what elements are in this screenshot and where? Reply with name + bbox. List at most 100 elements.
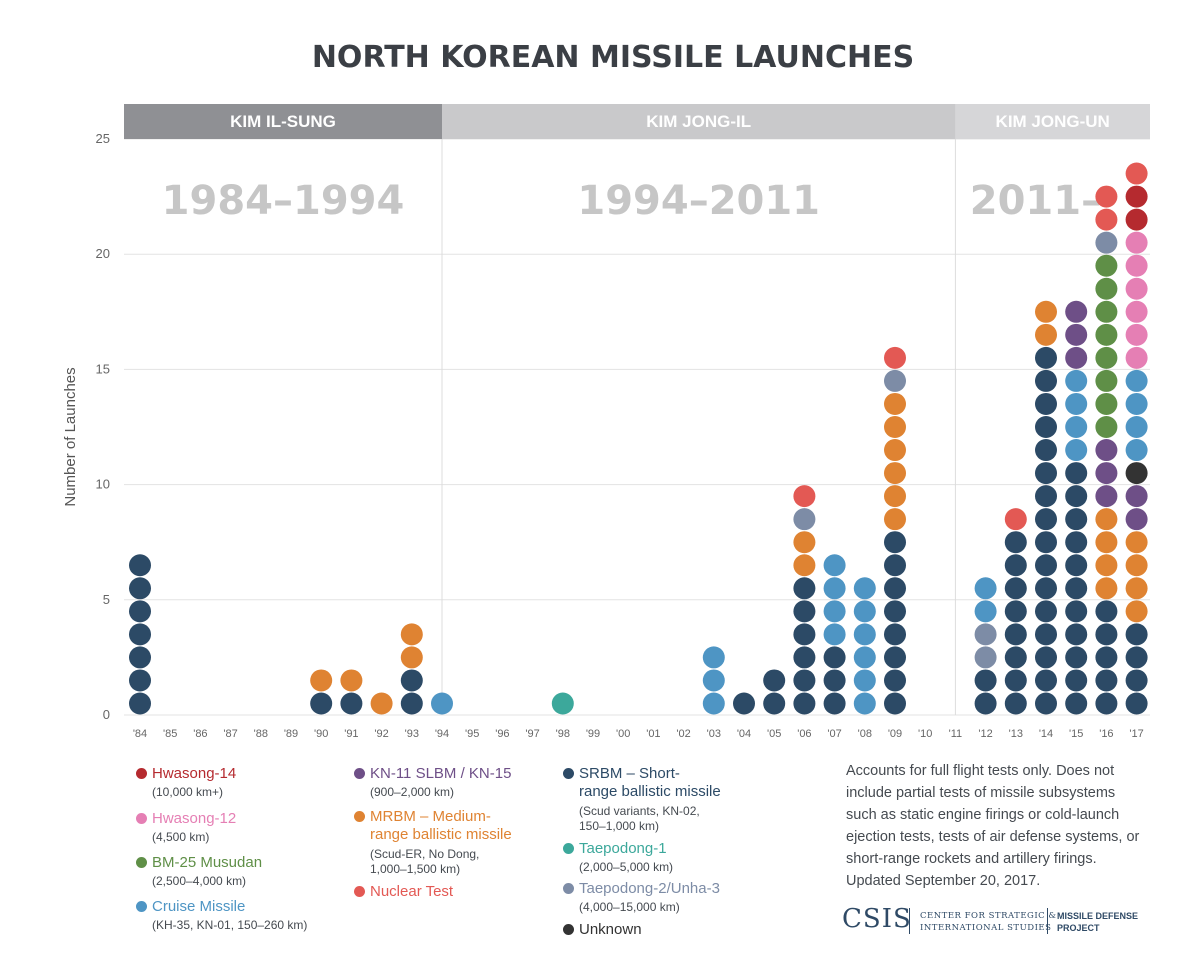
x-tick-label: '05	[767, 728, 781, 740]
era-years-label: 2011–	[970, 178, 1101, 224]
launch-dot-cruise	[823, 554, 846, 577]
era-years-label: 1994–2011	[577, 178, 820, 224]
launch-dot-cruise	[1065, 439, 1088, 462]
legend-range: (10,000 km+)	[152, 785, 224, 799]
launch-dot-nuclear	[793, 485, 816, 508]
launch-dot-srbm	[1035, 439, 1057, 462]
launch-dot-srbm	[1095, 646, 1118, 669]
legend-label: Hwasong-12	[152, 810, 237, 827]
launch-dot-mrbm	[1095, 508, 1118, 531]
launch-dot-srbm	[1065, 692, 1088, 715]
y-tick-label: 5	[103, 592, 110, 607]
era-leader-label: KIM JONG-UN	[996, 112, 1110, 131]
launch-dot-srbm	[129, 692, 151, 715]
launch-dot-kn11	[1065, 346, 1088, 369]
launch-dot-cruise	[853, 600, 876, 623]
launch-dot-mrbm	[370, 692, 393, 715]
launch-dot-hwasong12	[1125, 254, 1148, 277]
x-tick-label: '07	[827, 728, 841, 740]
x-tick-label: '91	[344, 728, 358, 740]
legend-range: (4,500 km)	[152, 830, 210, 844]
legend-label: BM-25 Musudan	[152, 854, 263, 871]
launch-dot-cruise	[702, 646, 725, 669]
launch-dot-cruise	[823, 600, 846, 623]
legend-label: MRBM – Medium-	[370, 808, 491, 825]
launch-dot-nuclear	[1095, 185, 1118, 208]
launch-dot-nuclear	[1004, 508, 1027, 531]
legend-range: (Scud variants, KN-02,	[579, 804, 700, 818]
launch-dot-mrbm	[400, 623, 423, 646]
launch-dot-hwasong12	[1125, 346, 1148, 369]
logo-divider	[909, 908, 910, 934]
launch-dot-srbm	[129, 577, 151, 600]
launch-dot-srbm	[884, 577, 906, 600]
launch-dot-hwasong14	[1125, 208, 1148, 231]
launch-dot-srbm	[763, 692, 786, 715]
launch-dot-srbm	[1035, 508, 1057, 531]
launch-dot-mrbm	[1035, 300, 1057, 323]
launch-dot-srbm	[129, 669, 151, 692]
launch-dot-srbm	[1004, 646, 1027, 669]
x-tick-label: '97	[525, 728, 539, 740]
legend-label: KN-11 SLBM / KN-15	[370, 765, 512, 782]
launch-dot-srbm	[340, 692, 363, 715]
launch-dot-srbm	[1035, 554, 1057, 577]
era-band	[955, 104, 1150, 139]
launch-dot-mrbm	[884, 508, 906, 531]
launch-dot-srbm	[1125, 669, 1148, 692]
launch-dot-srbm	[793, 692, 816, 715]
launch-dot-mrbm	[340, 669, 363, 692]
launch-dot-musudan	[1095, 346, 1118, 369]
launch-dot-srbm	[1004, 600, 1027, 623]
launch-dot-cruise	[853, 646, 876, 669]
launch-dot-srbm	[1065, 508, 1088, 531]
launch-dot-cruise	[1065, 369, 1088, 392]
launch-dot-srbm	[1095, 600, 1118, 623]
legend-label: SRBM – Short-	[579, 765, 680, 782]
launch-dot-srbm	[1065, 646, 1088, 669]
launch-dot-cruise	[1125, 416, 1148, 438]
era-band	[124, 104, 442, 139]
launch-dot-srbm	[1035, 692, 1057, 715]
launch-dot-srbm	[129, 554, 151, 577]
launch-dot-cruise	[853, 623, 876, 646]
launch-dot-srbm	[1065, 669, 1088, 692]
launch-dot-srbm	[884, 554, 906, 577]
legend-label: Hwasong-14	[152, 765, 237, 782]
x-tick-label: '12	[978, 728, 992, 740]
logo-divider	[1047, 908, 1048, 934]
launch-dot-srbm	[1035, 623, 1057, 646]
launch-dot-taepodong2	[793, 508, 816, 531]
x-tick-label: '88	[254, 728, 268, 740]
launch-dot-taepodong2	[884, 369, 906, 392]
era-leader-label: KIM JONG-IL	[646, 112, 751, 131]
launch-dot-srbm	[400, 669, 423, 692]
legend-range: 150–1,000 km)	[579, 819, 660, 833]
logo-wordmark: CSIS	[842, 904, 912, 934]
x-tick-label: '84	[133, 728, 147, 740]
launch-dot-taepodong1	[551, 692, 574, 715]
launch-dot-cruise	[702, 692, 725, 715]
x-tick-label: '16	[1099, 728, 1113, 740]
launch-dot-srbm	[1125, 623, 1148, 646]
launch-dot-srbm	[1035, 392, 1057, 415]
launch-dot-musudan	[1095, 323, 1118, 346]
launch-dot-srbm	[793, 646, 816, 669]
launch-dot-mrbm	[1125, 600, 1148, 623]
x-tick-label: '04	[737, 728, 751, 740]
launch-dot-srbm	[1125, 692, 1148, 715]
legend-range: (4,000–15,000 km)	[579, 900, 680, 914]
legend-dot	[563, 883, 574, 894]
launch-dot-mrbm	[884, 439, 906, 462]
launch-dot-cruise	[1125, 369, 1148, 392]
launch-dot-kn11	[1095, 485, 1118, 508]
launch-dot-srbm	[1035, 485, 1057, 508]
launch-dot-srbm	[1095, 623, 1118, 646]
launch-dot-hwasong14	[1125, 185, 1148, 208]
x-tick-label: '15	[1069, 728, 1083, 740]
x-tick-label: '85	[163, 728, 177, 740]
launch-dot-srbm	[1004, 623, 1027, 646]
launch-dot-srbm	[1065, 485, 1088, 508]
launch-dot-mrbm	[1125, 577, 1148, 600]
launch-dot-cruise	[1065, 392, 1088, 415]
